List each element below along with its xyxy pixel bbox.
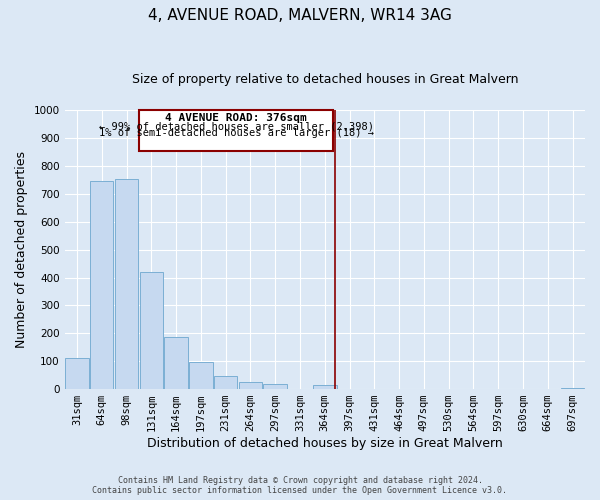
FancyBboxPatch shape: [139, 110, 334, 150]
Bar: [65, 358, 89, 389]
X-axis label: Distribution of detached houses by size in Great Malvern: Distribution of detached houses by size …: [147, 437, 503, 450]
Text: Contains HM Land Registry data © Crown copyright and database right 2024.
Contai: Contains HM Land Registry data © Crown c…: [92, 476, 508, 495]
Bar: [90, 182, 113, 389]
Bar: [561, 388, 584, 389]
Text: ← 99% of detached houses are smaller (2,398): ← 99% of detached houses are smaller (2,…: [98, 122, 374, 132]
Text: 4, AVENUE ROAD, MALVERN, WR14 3AG: 4, AVENUE ROAD, MALVERN, WR14 3AG: [148, 8, 452, 22]
Bar: [115, 178, 138, 389]
Text: 1% of semi-detached houses are larger (18) →: 1% of semi-detached houses are larger (1…: [98, 128, 374, 138]
Bar: [263, 384, 287, 389]
Text: 4 AVENUE ROAD: 376sqm: 4 AVENUE ROAD: 376sqm: [165, 113, 307, 123]
Title: Size of property relative to detached houses in Great Malvern: Size of property relative to detached ho…: [131, 72, 518, 86]
Bar: [214, 376, 238, 389]
Y-axis label: Number of detached properties: Number of detached properties: [15, 151, 28, 348]
Bar: [313, 385, 337, 389]
Bar: [239, 382, 262, 389]
Bar: [140, 272, 163, 389]
Bar: [189, 362, 212, 389]
Bar: [164, 336, 188, 389]
